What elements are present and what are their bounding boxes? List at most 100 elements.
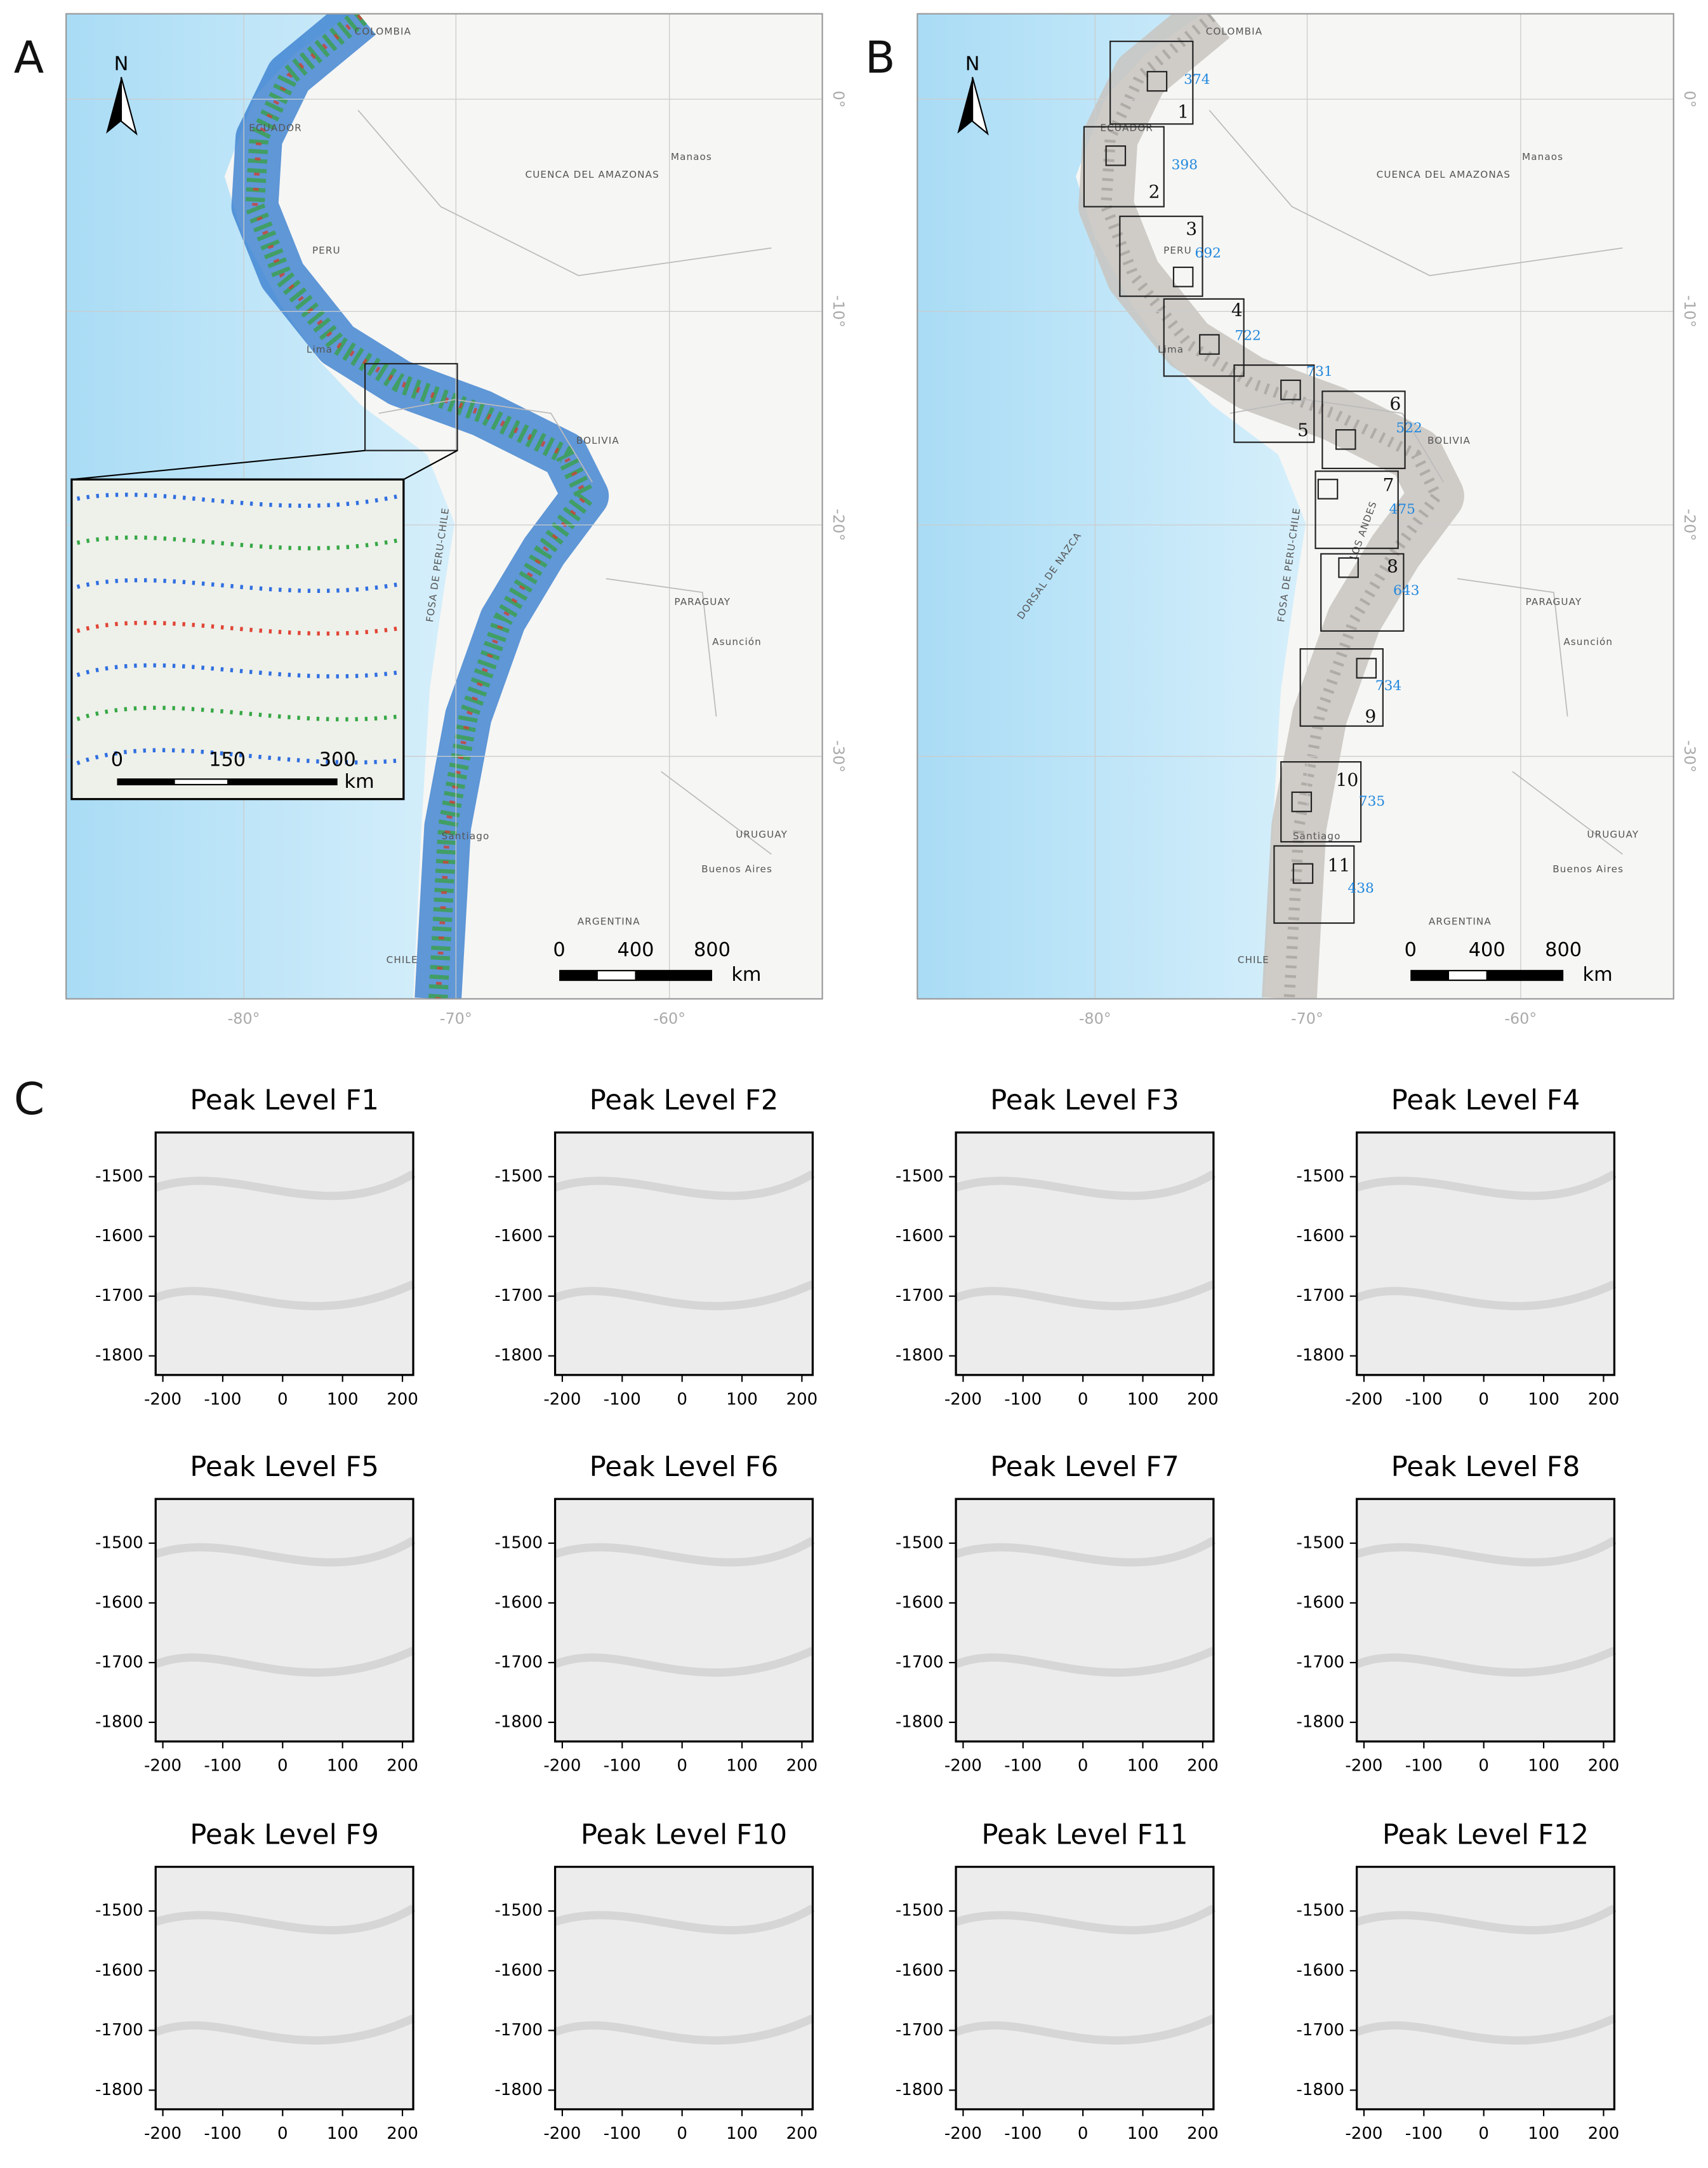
north-label: N bbox=[965, 53, 980, 76]
plot-frame bbox=[1355, 1498, 1616, 1743]
x-tick-label: 200 bbox=[1187, 2124, 1219, 2143]
y-tick-label: -1700 bbox=[95, 1653, 143, 1672]
x-tick-label: -100 bbox=[604, 2124, 641, 2143]
border bbox=[1208, 110, 1623, 855]
y-tick-label: -1600 bbox=[95, 1961, 143, 1980]
scale-label: 800 bbox=[694, 939, 731, 961]
plot-bg bbox=[956, 1866, 1214, 2110]
x-tick-label: -100 bbox=[204, 1390, 241, 1409]
scale-bar bbox=[1410, 969, 1564, 981]
box-count: 735 bbox=[1359, 794, 1385, 809]
plot-frame bbox=[955, 1865, 1215, 2111]
lat-label: -20° bbox=[830, 509, 847, 541]
relief bbox=[1355, 1536, 1617, 1677]
scale-label: 800 bbox=[1545, 939, 1582, 961]
x-tick-label: 100 bbox=[726, 1757, 758, 1776]
x-tick-label: -200 bbox=[1345, 1390, 1382, 1409]
lat-label: -30° bbox=[1681, 740, 1698, 773]
ocean bbox=[917, 13, 1306, 999]
box-count: 438 bbox=[1347, 881, 1374, 896]
study-box bbox=[1083, 126, 1165, 208]
y-tick-label: -1500 bbox=[1296, 1901, 1344, 1920]
box-count: 722 bbox=[1235, 328, 1261, 344]
study-box bbox=[1119, 215, 1203, 297]
sub-box bbox=[1291, 791, 1313, 813]
sub-box bbox=[1338, 557, 1359, 578]
x-tick-label: 200 bbox=[387, 2124, 418, 2143]
study-box bbox=[1280, 761, 1362, 843]
box-number: 10 bbox=[1335, 769, 1358, 790]
inset-scale-label: 300 bbox=[319, 748, 356, 771]
place-label: Manaos bbox=[671, 151, 712, 163]
x-tick-label: 100 bbox=[327, 2124, 359, 2143]
subplot-title: Peak Level F1 bbox=[190, 1085, 379, 1117]
subplot-title: Peak Level F12 bbox=[1382, 1819, 1589, 1851]
study-box bbox=[1273, 845, 1355, 924]
x-tick-label: -200 bbox=[144, 1757, 182, 1776]
x-tick-label: 200 bbox=[387, 1757, 418, 1776]
panel-label: A bbox=[14, 33, 44, 84]
x-tick-label: -100 bbox=[1004, 1390, 1042, 1409]
y-tick-label: -1700 bbox=[95, 1286, 143, 1305]
box-count: 643 bbox=[1393, 583, 1419, 599]
y-tick-label: -1600 bbox=[1296, 1961, 1344, 1980]
sub-box bbox=[1280, 379, 1301, 401]
plot-frame bbox=[553, 1131, 814, 1376]
plot-bg bbox=[156, 1499, 414, 1742]
subplot-title: Peak Level F9 bbox=[190, 1819, 379, 1851]
box-number: 7 bbox=[1383, 475, 1394, 496]
place-label: Santiago bbox=[442, 830, 490, 842]
north-arrow bbox=[957, 77, 973, 134]
x-tick-label: 200 bbox=[786, 1390, 818, 1409]
x-tick-label: 0 bbox=[1078, 2124, 1089, 2143]
x-tick-label: -100 bbox=[1405, 1757, 1443, 1776]
place-label: PARAGUAY bbox=[674, 596, 731, 608]
place-label: Manaos bbox=[1522, 151, 1563, 163]
x-tick-label: 100 bbox=[1127, 2124, 1159, 2143]
scale-bar bbox=[559, 969, 712, 981]
plot-frame bbox=[955, 1131, 1215, 1376]
inset-scale-label: 0 bbox=[111, 748, 123, 771]
plot-frame bbox=[553, 1865, 814, 2111]
y-tick-label: -1700 bbox=[1296, 1653, 1344, 1672]
place-label: Buenos Aires bbox=[1552, 863, 1624, 875]
box-count: 398 bbox=[1172, 157, 1198, 173]
box-count: 475 bbox=[1389, 502, 1415, 517]
y-tick-label: -1500 bbox=[896, 1901, 944, 1920]
relief bbox=[154, 1170, 416, 1310]
lon-label: -60° bbox=[653, 1009, 685, 1027]
subplot-title: Peak Level F4 bbox=[1391, 1085, 1580, 1117]
y-tick-label: -1800 bbox=[95, 1712, 143, 1731]
y-tick-label: -1800 bbox=[494, 1712, 543, 1731]
box-count: 692 bbox=[1195, 245, 1221, 261]
y-tick-label: -1700 bbox=[95, 2021, 143, 2040]
y-tick-label: -1500 bbox=[95, 1167, 143, 1186]
sub-box bbox=[1317, 479, 1339, 500]
y-tick-label: -1800 bbox=[896, 1346, 944, 1365]
x-tick-label: 0 bbox=[1478, 1390, 1489, 1409]
inset-line bbox=[403, 449, 458, 481]
relief bbox=[154, 1905, 416, 2045]
study-box bbox=[1321, 390, 1406, 469]
inset bbox=[70, 478, 405, 801]
place-label: ARGENTINA bbox=[1429, 915, 1492, 927]
place-label: CHILE bbox=[387, 954, 418, 966]
y-tick-label: -1700 bbox=[1296, 1286, 1344, 1305]
place-label: PARAGUAY bbox=[1526, 596, 1582, 608]
y-tick-label: -1500 bbox=[896, 1533, 944, 1552]
x-tick-label: 0 bbox=[277, 2124, 288, 2143]
y-tick-label: -1600 bbox=[896, 1593, 944, 1612]
place-label: BOLIVIA bbox=[576, 435, 619, 446]
panel-label: C bbox=[14, 1074, 44, 1125]
y-tick-label: -1700 bbox=[896, 2021, 944, 2040]
x-tick-label: -200 bbox=[1345, 2124, 1382, 2143]
scale-unit: km bbox=[731, 964, 761, 986]
border bbox=[357, 110, 772, 855]
y-tick-label: -1500 bbox=[494, 1901, 543, 1920]
x-tick-label: 100 bbox=[1528, 1390, 1559, 1409]
x-tick-label: 200 bbox=[1187, 1757, 1219, 1776]
y-tick-label: -1800 bbox=[1296, 1712, 1344, 1731]
place-label: PERU bbox=[1163, 244, 1192, 256]
sub-box bbox=[1199, 334, 1220, 355]
